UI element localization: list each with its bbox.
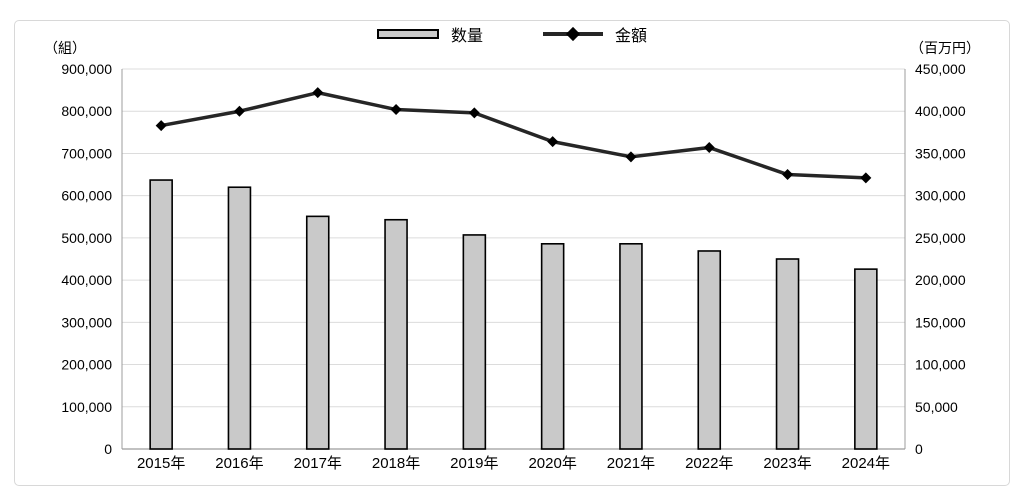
bar-2022年	[697, 250, 722, 450]
bar-2019年	[462, 234, 487, 450]
bar-2018年	[384, 218, 408, 450]
line-marker-2022年	[703, 142, 715, 154]
x-axis-label: 2021年	[607, 455, 655, 472]
line-marker-2024年	[860, 172, 872, 184]
right-axis-tick-label: 350,000	[915, 145, 966, 161]
left-axis-tick-label: 300,000	[61, 314, 112, 330]
bar-2024年	[854, 268, 878, 450]
left-axis-tick-label: 400,000	[61, 272, 112, 288]
x-axis-label: 2022年	[685, 455, 733, 472]
x-axis-label: 2023年	[763, 455, 811, 472]
line-marker-2019年	[468, 107, 480, 119]
amount-line	[159, 90, 868, 180]
legend-amount-label: 金額	[615, 28, 648, 45]
bar-2020年	[540, 243, 565, 450]
right-axis-tick-label: 300,000	[915, 188, 966, 204]
line-marker-2017年	[312, 87, 324, 99]
line-marker-2015年	[155, 120, 167, 132]
x-axis-label: 2019年	[450, 455, 498, 472]
left-axis-tick-label: 0	[104, 441, 112, 457]
x-axis-label: 2016年	[215, 455, 263, 472]
x-axis-label: 2015年	[137, 455, 185, 472]
legend-line-swatch	[543, 26, 603, 42]
left-axis-tick-label: 100,000	[61, 399, 112, 415]
line-marker-2018年	[390, 104, 402, 116]
right-axis-tick-label: 0	[915, 441, 923, 457]
right-axis-tick-label: 250,000	[915, 230, 966, 246]
left-axis-tick-label: 600,000	[61, 188, 112, 204]
right-axis-tick-label: 50,000	[915, 399, 958, 415]
line-marker-2020年	[547, 136, 559, 148]
legend-bar-swatch	[376, 29, 439, 39]
right-axis-tick-label: 100,000	[915, 357, 966, 373]
x-axis-label: 2020年	[528, 455, 576, 472]
bar-2021年	[619, 243, 643, 450]
right-axis-tick-label: 150,000	[915, 314, 966, 330]
line-marker-2016年	[233, 105, 245, 117]
bar-2016年	[227, 186, 252, 450]
left-axis-tick-label: 500,000	[61, 230, 112, 246]
x-axis-label: 2024年	[842, 455, 890, 472]
legend-item-amount: 金額	[543, 22, 647, 46]
line-marker-2021年	[625, 151, 637, 163]
line-marker-2023年	[782, 169, 794, 181]
right-axis-tick-label: 400,000	[915, 103, 966, 119]
left-axis-tick-label: 900,000	[61, 61, 112, 77]
left-axis-unit-label: （組）	[44, 40, 86, 56]
legend-quantity-label: 数量	[450, 28, 483, 45]
left-axis-tick-label: 200,000	[61, 357, 112, 373]
x-axis-label: 2018年	[372, 455, 420, 472]
right-axis-tick-label: 450,000	[915, 61, 966, 77]
left-axis-tick-label: 800,000	[61, 103, 112, 119]
left-axis-tick-label: 700,000	[61, 145, 112, 161]
bar-2015年	[149, 179, 173, 450]
right-axis-tick-label: 200,000	[915, 272, 966, 288]
right-axis-unit-label: （百万円）	[910, 40, 980, 56]
chart-card	[14, 20, 1010, 486]
legend-item-quantity: 数量	[376, 22, 483, 46]
bar-2017年	[305, 215, 330, 450]
chart-legend: 数量 金額	[0, 22, 1024, 46]
bar-2023年	[775, 258, 800, 450]
x-axis-label: 2017年	[294, 455, 342, 472]
